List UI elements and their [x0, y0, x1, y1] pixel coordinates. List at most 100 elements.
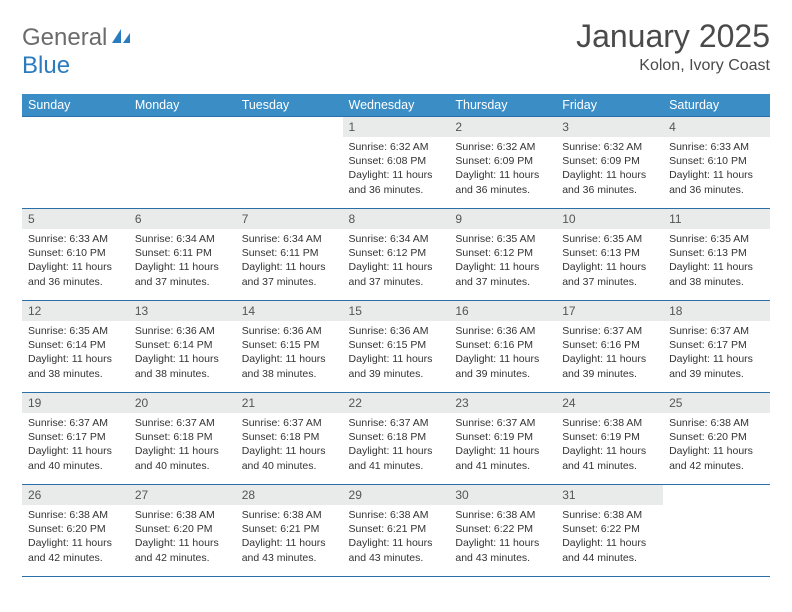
day-details: Sunrise: 6:35 AMSunset: 6:13 PMDaylight:… [663, 229, 770, 293]
day-number: 2 [449, 117, 556, 137]
month-title: January 2025 [576, 18, 770, 55]
header: GeneralBlue January 2025 Kolon, Ivory Co… [22, 18, 770, 80]
day-number: 12 [22, 301, 129, 321]
day-details: Sunrise: 6:37 AMSunset: 6:17 PMDaylight:… [22, 413, 129, 477]
weekday-header: Sunday [22, 94, 129, 117]
logo-text-general: General [22, 24, 107, 51]
day-details: Sunrise: 6:34 AMSunset: 6:11 PMDaylight:… [129, 229, 236, 293]
day-number: 18 [663, 301, 770, 321]
day-number: 4 [663, 117, 770, 137]
calendar-cell: 19Sunrise: 6:37 AMSunset: 6:17 PMDayligh… [22, 393, 129, 485]
day-number: 10 [556, 209, 663, 229]
calendar-cell: 7Sunrise: 6:34 AMSunset: 6:11 PMDaylight… [236, 209, 343, 301]
weekday-header: Friday [556, 94, 663, 117]
sail-icon [111, 24, 133, 52]
day-details: Sunrise: 6:37 AMSunset: 6:19 PMDaylight:… [449, 413, 556, 477]
calendar-cell: 21Sunrise: 6:37 AMSunset: 6:18 PMDayligh… [236, 393, 343, 485]
logo: GeneralBlue [22, 18, 133, 80]
day-number: 14 [236, 301, 343, 321]
calendar-cell: 23Sunrise: 6:37 AMSunset: 6:19 PMDayligh… [449, 393, 556, 485]
day-details: Sunrise: 6:37 AMSunset: 6:18 PMDaylight:… [236, 413, 343, 477]
calendar-cell: 1Sunrise: 6:32 AMSunset: 6:08 PMDaylight… [343, 117, 450, 209]
day-number: 24 [556, 393, 663, 413]
day-number: 17 [556, 301, 663, 321]
calendar-cell: 5Sunrise: 6:33 AMSunset: 6:10 PMDaylight… [22, 209, 129, 301]
calendar-cell: 20Sunrise: 6:37 AMSunset: 6:18 PMDayligh… [129, 393, 236, 485]
day-details: Sunrise: 6:36 AMSunset: 6:14 PMDaylight:… [129, 321, 236, 385]
day-number: 1 [343, 117, 450, 137]
calendar-cell: 13Sunrise: 6:36 AMSunset: 6:14 PMDayligh… [129, 301, 236, 393]
day-details: Sunrise: 6:33 AMSunset: 6:10 PMDaylight:… [22, 229, 129, 293]
location: Kolon, Ivory Coast [576, 57, 770, 75]
day-number: 3 [556, 117, 663, 137]
day-details: Sunrise: 6:35 AMSunset: 6:13 PMDaylight:… [556, 229, 663, 293]
day-number: 23 [449, 393, 556, 413]
calendar: SundayMondayTuesdayWednesdayThursdayFrid… [22, 94, 770, 577]
day-number: 11 [663, 209, 770, 229]
title-block: January 2025 Kolon, Ivory Coast [576, 18, 770, 75]
weekday-header-row: SundayMondayTuesdayWednesdayThursdayFrid… [22, 94, 770, 117]
day-details: Sunrise: 6:37 AMSunset: 6:18 PMDaylight:… [129, 413, 236, 477]
calendar-cell [236, 117, 343, 209]
day-details: Sunrise: 6:38 AMSunset: 6:22 PMDaylight:… [449, 505, 556, 569]
day-details: Sunrise: 6:38 AMSunset: 6:20 PMDaylight:… [22, 505, 129, 569]
calendar-cell: 26Sunrise: 6:38 AMSunset: 6:20 PMDayligh… [22, 485, 129, 577]
calendar-cell: 25Sunrise: 6:38 AMSunset: 6:20 PMDayligh… [663, 393, 770, 485]
day-details: Sunrise: 6:37 AMSunset: 6:17 PMDaylight:… [663, 321, 770, 385]
day-details: Sunrise: 6:38 AMSunset: 6:20 PMDaylight:… [663, 413, 770, 477]
calendar-cell: 24Sunrise: 6:38 AMSunset: 6:19 PMDayligh… [556, 393, 663, 485]
day-details: Sunrise: 6:33 AMSunset: 6:10 PMDaylight:… [663, 137, 770, 201]
day-number: 27 [129, 485, 236, 505]
day-details: Sunrise: 6:35 AMSunset: 6:14 PMDaylight:… [22, 321, 129, 385]
day-details: Sunrise: 6:38 AMSunset: 6:20 PMDaylight:… [129, 505, 236, 569]
day-details: Sunrise: 6:32 AMSunset: 6:08 PMDaylight:… [343, 137, 450, 201]
calendar-cell: 9Sunrise: 6:35 AMSunset: 6:12 PMDaylight… [449, 209, 556, 301]
weekday-header: Thursday [449, 94, 556, 117]
day-number: 20 [129, 393, 236, 413]
calendar-cell: 6Sunrise: 6:34 AMSunset: 6:11 PMDaylight… [129, 209, 236, 301]
day-number: 13 [129, 301, 236, 321]
day-details: Sunrise: 6:38 AMSunset: 6:19 PMDaylight:… [556, 413, 663, 477]
calendar-cell: 2Sunrise: 6:32 AMSunset: 6:09 PMDaylight… [449, 117, 556, 209]
weekday-header: Wednesday [343, 94, 450, 117]
day-number: 15 [343, 301, 450, 321]
day-details: Sunrise: 6:38 AMSunset: 6:22 PMDaylight:… [556, 505, 663, 569]
day-number: 16 [449, 301, 556, 321]
day-details: Sunrise: 6:35 AMSunset: 6:12 PMDaylight:… [449, 229, 556, 293]
day-number: 6 [129, 209, 236, 229]
day-details: Sunrise: 6:36 AMSunset: 6:16 PMDaylight:… [449, 321, 556, 385]
day-details: Sunrise: 6:36 AMSunset: 6:15 PMDaylight:… [343, 321, 450, 385]
calendar-row: 19Sunrise: 6:37 AMSunset: 6:17 PMDayligh… [22, 393, 770, 485]
day-number: 29 [343, 485, 450, 505]
day-details: Sunrise: 6:32 AMSunset: 6:09 PMDaylight:… [556, 137, 663, 201]
day-details: Sunrise: 6:34 AMSunset: 6:11 PMDaylight:… [236, 229, 343, 293]
calendar-cell: 28Sunrise: 6:38 AMSunset: 6:21 PMDayligh… [236, 485, 343, 577]
calendar-cell [129, 117, 236, 209]
logo-text-blue: Blue [22, 52, 70, 79]
calendar-cell: 18Sunrise: 6:37 AMSunset: 6:17 PMDayligh… [663, 301, 770, 393]
calendar-cell [22, 117, 129, 209]
calendar-row: 1Sunrise: 6:32 AMSunset: 6:08 PMDaylight… [22, 117, 770, 209]
day-number: 26 [22, 485, 129, 505]
calendar-cell: 11Sunrise: 6:35 AMSunset: 6:13 PMDayligh… [663, 209, 770, 301]
day-number: 22 [343, 393, 450, 413]
calendar-row: 12Sunrise: 6:35 AMSunset: 6:14 PMDayligh… [22, 301, 770, 393]
calendar-cell: 16Sunrise: 6:36 AMSunset: 6:16 PMDayligh… [449, 301, 556, 393]
day-number: 19 [22, 393, 129, 413]
weekday-header: Tuesday [236, 94, 343, 117]
calendar-cell: 14Sunrise: 6:36 AMSunset: 6:15 PMDayligh… [236, 301, 343, 393]
day-number: 7 [236, 209, 343, 229]
day-number: 31 [556, 485, 663, 505]
calendar-cell: 30Sunrise: 6:38 AMSunset: 6:22 PMDayligh… [449, 485, 556, 577]
calendar-cell: 27Sunrise: 6:38 AMSunset: 6:20 PMDayligh… [129, 485, 236, 577]
day-details: Sunrise: 6:38 AMSunset: 6:21 PMDaylight:… [236, 505, 343, 569]
day-details: Sunrise: 6:34 AMSunset: 6:12 PMDaylight:… [343, 229, 450, 293]
calendar-cell: 8Sunrise: 6:34 AMSunset: 6:12 PMDaylight… [343, 209, 450, 301]
calendar-row: 26Sunrise: 6:38 AMSunset: 6:20 PMDayligh… [22, 485, 770, 577]
day-details: Sunrise: 6:37 AMSunset: 6:16 PMDaylight:… [556, 321, 663, 385]
calendar-body: 1Sunrise: 6:32 AMSunset: 6:08 PMDaylight… [22, 117, 770, 577]
day-number: 5 [22, 209, 129, 229]
day-details: Sunrise: 6:37 AMSunset: 6:18 PMDaylight:… [343, 413, 450, 477]
day-details: Sunrise: 6:36 AMSunset: 6:15 PMDaylight:… [236, 321, 343, 385]
weekday-header: Saturday [663, 94, 770, 117]
